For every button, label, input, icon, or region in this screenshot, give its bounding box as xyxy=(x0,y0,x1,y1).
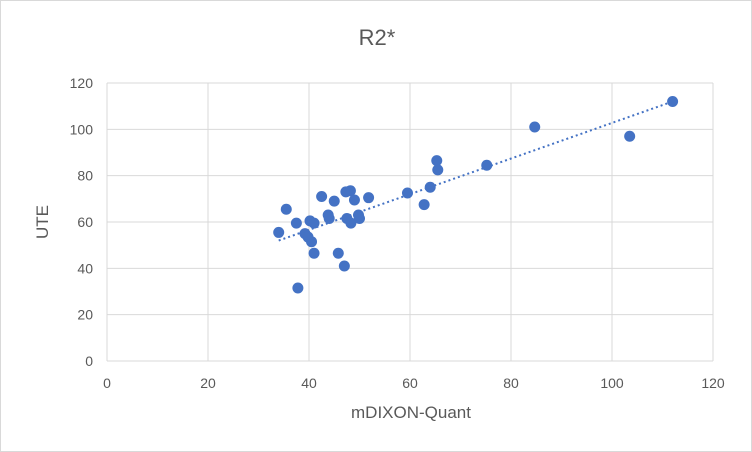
data-point xyxy=(363,192,375,204)
x-tick-label: 20 xyxy=(200,375,216,391)
data-point xyxy=(332,247,344,259)
data-point xyxy=(290,217,302,229)
data-point xyxy=(308,217,320,229)
gridlines xyxy=(106,82,714,362)
y-axis-title: UTE xyxy=(33,205,52,239)
data-point xyxy=(401,187,413,199)
data-point xyxy=(424,181,436,193)
data-point xyxy=(348,194,360,206)
y-tick-label: 80 xyxy=(77,168,93,184)
data-point xyxy=(345,217,357,229)
data-point xyxy=(316,191,328,203)
data-point xyxy=(667,96,679,108)
data-point xyxy=(292,282,304,294)
x-tick-label: 60 xyxy=(402,375,418,391)
x-tick-label: 120 xyxy=(701,375,725,391)
x-tick-label: 40 xyxy=(301,375,317,391)
data-point xyxy=(338,260,350,272)
y-tick-label: 120 xyxy=(70,75,94,91)
data-point xyxy=(328,195,340,207)
data-point xyxy=(306,236,318,248)
data-point xyxy=(529,121,541,133)
x-axis-ticks: 0 20 40 60 80 100 120 xyxy=(103,375,725,391)
y-axis-ticks: 0 20 40 60 80 100 120 xyxy=(70,75,94,369)
y-tick-label: 0 xyxy=(85,353,93,369)
data-point xyxy=(273,226,285,238)
data-points xyxy=(273,96,679,294)
x-axis-title: mDIXON-Quant xyxy=(351,403,471,422)
data-point xyxy=(323,213,335,225)
y-tick-label: 20 xyxy=(77,307,93,323)
data-point xyxy=(431,155,443,167)
x-tick-label: 80 xyxy=(503,375,519,391)
data-point xyxy=(354,213,365,225)
data-point xyxy=(308,247,320,259)
data-point xyxy=(481,159,493,171)
data-point xyxy=(624,130,636,142)
data-point xyxy=(432,164,444,176)
y-tick-label: 40 xyxy=(77,260,93,276)
x-tick-label: 0 xyxy=(103,375,111,391)
data-point xyxy=(280,203,292,215)
y-tick-label: 100 xyxy=(70,121,94,137)
data-point xyxy=(344,185,356,197)
trendline xyxy=(278,100,673,242)
y-tick-label: 60 xyxy=(77,214,93,230)
chart-title: R2* xyxy=(359,25,396,50)
data-point xyxy=(418,199,430,211)
x-tick-label: 100 xyxy=(600,375,624,391)
